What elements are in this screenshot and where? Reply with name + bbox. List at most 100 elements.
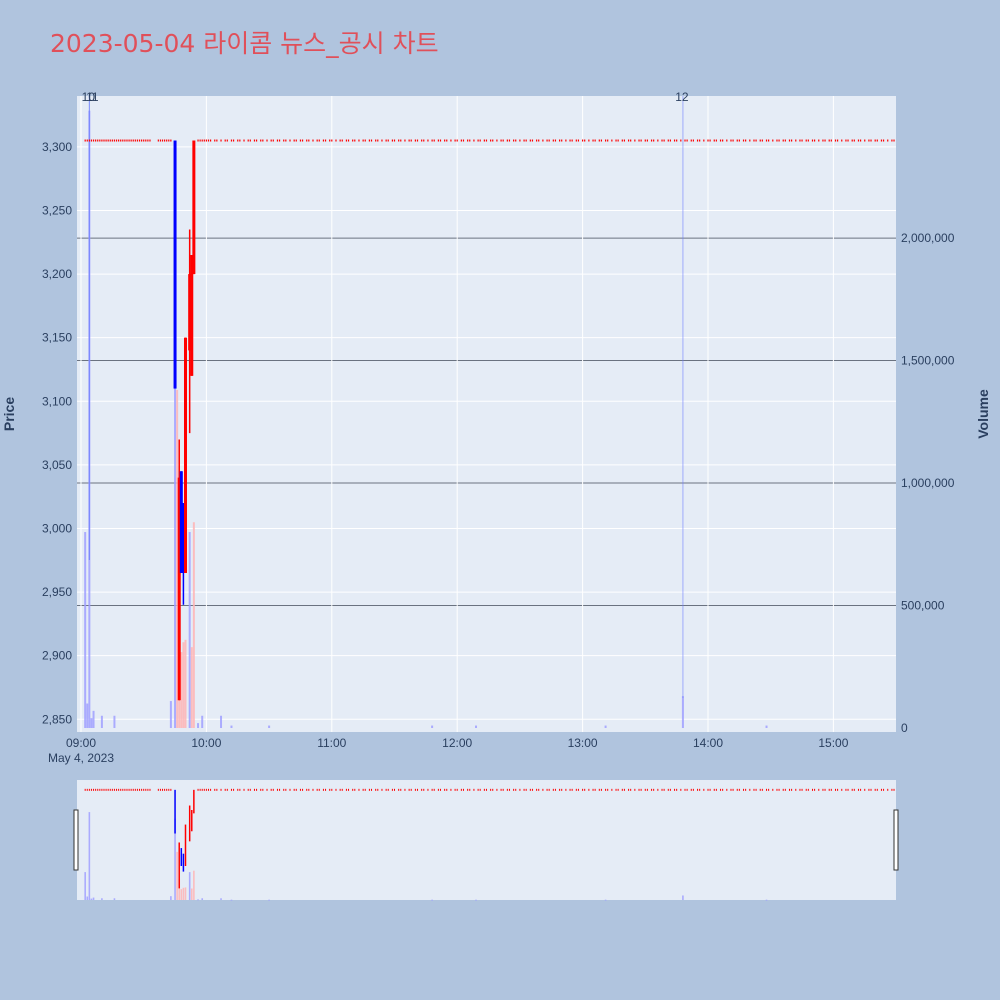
flat-price-mark xyxy=(506,139,508,142)
flat-price-mark xyxy=(519,139,521,142)
flat-price-mark xyxy=(611,139,613,142)
axes: 2,850 2,900 2,950 3,000 3,050 3,100 3,150 3,200… xyxy=(42,140,955,765)
mini-flat-mark xyxy=(316,788,318,791)
mini-flat-mark xyxy=(302,788,304,791)
mini-flat-mark xyxy=(105,788,107,791)
mini-flat-mark xyxy=(605,788,607,791)
mini-flat-mark xyxy=(818,788,820,791)
flat-price-mark xyxy=(644,139,646,142)
flat-price-mark xyxy=(529,139,531,142)
flat-price-mark xyxy=(381,139,383,142)
flat-price-mark xyxy=(813,139,816,142)
range-slider-preview xyxy=(84,788,895,901)
flat-price-mark xyxy=(657,139,659,142)
flat-price-mark xyxy=(272,139,274,142)
mini-flat-mark xyxy=(584,788,586,791)
mini-flat-mark xyxy=(546,788,548,791)
mini-flat-mark xyxy=(707,788,709,791)
flat-price-mark xyxy=(569,139,571,142)
mini-flat-mark xyxy=(588,788,590,791)
flat-price-mark xyxy=(220,139,222,142)
mini-flat-mark xyxy=(293,788,295,791)
flat-price-mark xyxy=(283,139,285,142)
mini-flat-mark xyxy=(416,788,418,791)
flat-price-mark xyxy=(237,139,239,142)
flat-price-mark xyxy=(880,139,883,142)
flat-price-mark xyxy=(358,139,360,142)
mini-flat-mark xyxy=(358,788,360,791)
flat-price-mark xyxy=(118,139,120,142)
mini-flat-mark xyxy=(247,788,249,791)
flat-price-mark xyxy=(692,139,694,142)
mini-flat-mark xyxy=(634,788,636,791)
mini-flat-mark xyxy=(515,788,517,791)
range-slider-right-handle[interactable] xyxy=(893,809,899,871)
flat-price-mark xyxy=(836,139,839,142)
mini-flat-mark xyxy=(276,788,278,791)
y-tick-label: 3,050 xyxy=(42,458,72,472)
flat-price-mark xyxy=(732,139,734,142)
mini-volume-bar xyxy=(201,898,204,900)
flat-price-mark xyxy=(134,139,136,142)
flat-price-mark xyxy=(805,139,807,142)
volume-bar xyxy=(192,522,195,728)
flat-price-mark xyxy=(239,139,241,142)
mini-flat-mark xyxy=(197,788,199,791)
flat-price-mark xyxy=(575,139,577,142)
x-tick-label: 14:00 xyxy=(693,736,723,750)
flat-price-mark xyxy=(709,139,711,142)
mini-flat-mark xyxy=(565,788,567,791)
mini-flat-mark xyxy=(345,788,347,791)
annotation-label: 12 xyxy=(675,90,689,104)
flat-price-mark xyxy=(341,139,343,142)
mini-flat-mark xyxy=(577,788,579,791)
mini-flat-mark xyxy=(377,788,379,791)
x-tick-label: 15:00 xyxy=(818,736,848,750)
flat-price-mark xyxy=(661,139,663,142)
flat-price-mark xyxy=(479,139,481,142)
flat-price-mark xyxy=(253,139,256,142)
range-slider[interactable] xyxy=(77,780,896,900)
mini-flat-mark xyxy=(141,788,143,791)
flat-price-mark xyxy=(243,139,245,142)
volume-bar xyxy=(86,703,89,728)
flat-price-mark xyxy=(469,139,471,142)
flat-price-mark xyxy=(868,139,870,142)
volume-bar xyxy=(765,725,768,728)
mini-flat-mark xyxy=(592,788,594,791)
flat-price-mark xyxy=(159,139,162,142)
volume-bar xyxy=(431,725,434,728)
mini-flat-mark xyxy=(607,788,609,791)
mini-flat-mark xyxy=(709,788,711,791)
mini-flat-mark xyxy=(646,788,648,791)
mini-flat-mark xyxy=(730,788,732,791)
mini-flat-mark xyxy=(398,788,400,791)
flat-price-mark xyxy=(126,139,128,142)
flat-price-mark xyxy=(882,139,885,142)
range-slider-left-handle[interactable] xyxy=(73,809,79,871)
flat-price-mark xyxy=(485,139,488,142)
volume-bar xyxy=(230,725,233,728)
mini-flat-mark xyxy=(270,788,272,791)
flat-price-mark xyxy=(111,139,113,142)
mini-flat-mark xyxy=(876,788,878,791)
mini-flat-mark xyxy=(381,788,383,791)
flat-price-mark xyxy=(538,139,540,142)
mini-flat-mark xyxy=(368,788,370,791)
annotation-label: 10 xyxy=(82,90,96,104)
mini-flat-mark xyxy=(149,788,151,791)
volume-bar xyxy=(184,639,187,728)
flat-price-mark xyxy=(331,139,333,142)
mini-flat-mark xyxy=(663,788,665,791)
flat-price-mark xyxy=(650,139,653,142)
flat-price-mark xyxy=(749,139,751,142)
volume-bar xyxy=(201,715,204,728)
mini-flat-mark xyxy=(322,788,324,791)
mini-flat-mark xyxy=(385,788,387,791)
flat-price-mark xyxy=(128,139,130,142)
mini-flat-mark xyxy=(335,788,337,791)
flat-price-mark xyxy=(467,139,469,142)
mini-flat-mark xyxy=(199,788,201,791)
mini-flat-mark xyxy=(594,788,596,791)
